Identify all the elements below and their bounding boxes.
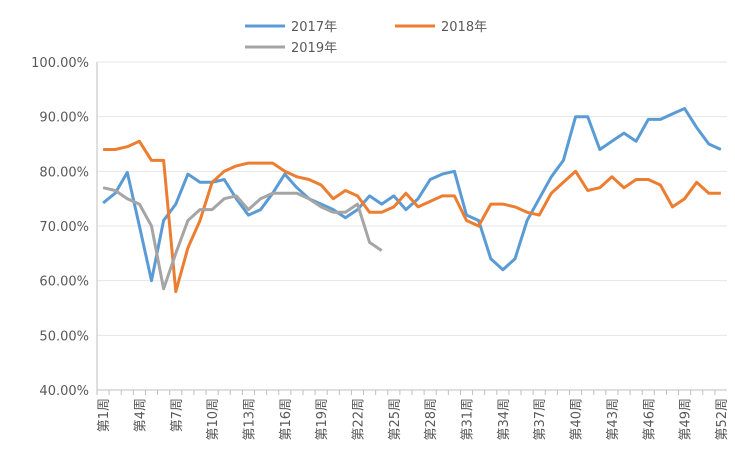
x-tick-label: 第16周 (279, 398, 294, 441)
series-line (103, 141, 721, 291)
x-tick-label: 第13周 (242, 398, 257, 441)
y-tick-label: 80.00% (39, 165, 89, 180)
x-tick-label: 第46周 (642, 398, 657, 441)
x-tick-label: 第34周 (497, 398, 512, 441)
y-tick-label: 50.00% (39, 329, 89, 344)
x-tick-label: 第28周 (424, 398, 439, 441)
y-tick-label: 100.00% (31, 56, 89, 71)
chart: 40.00% 50.00% 60.00% 70.00% 80.00% 90.00% 100.… (0, 0, 735, 468)
x-tick-label: 第22周 (351, 398, 366, 441)
series-line (103, 109, 721, 281)
legend-label: 2018年 (441, 20, 487, 35)
x-tick-label: 第31周 (461, 398, 476, 441)
x-tick-label: 第52周 (715, 398, 730, 441)
x-tick-label: 第4周 (133, 398, 148, 432)
x-tick-label: 第1周 (97, 398, 112, 432)
legend-label: 2017年 (291, 20, 337, 35)
legend-label: 2019年 (291, 41, 337, 56)
x-tick-label: 第10周 (206, 398, 221, 441)
page: {"chart_data": {"type": "line", "categor… (0, 0, 735, 468)
x-tick-label: 第49周 (679, 398, 694, 441)
y-tick-label: 70.00% (39, 220, 89, 235)
x-tick-label: 第7周 (170, 398, 185, 432)
y-tick-label: 90.00% (39, 111, 89, 126)
x-tick-label: 第37周 (533, 398, 548, 441)
series-line (103, 188, 382, 289)
x-tick-label: 第25周 (388, 398, 403, 441)
x-tick-label: 第19周 (315, 398, 330, 441)
y-tick-label: 40.00% (39, 384, 89, 399)
x-tick-label: 第40周 (570, 398, 585, 441)
y-tick-label: 60.00% (39, 275, 89, 290)
x-tick-label: 第43周 (606, 398, 621, 441)
